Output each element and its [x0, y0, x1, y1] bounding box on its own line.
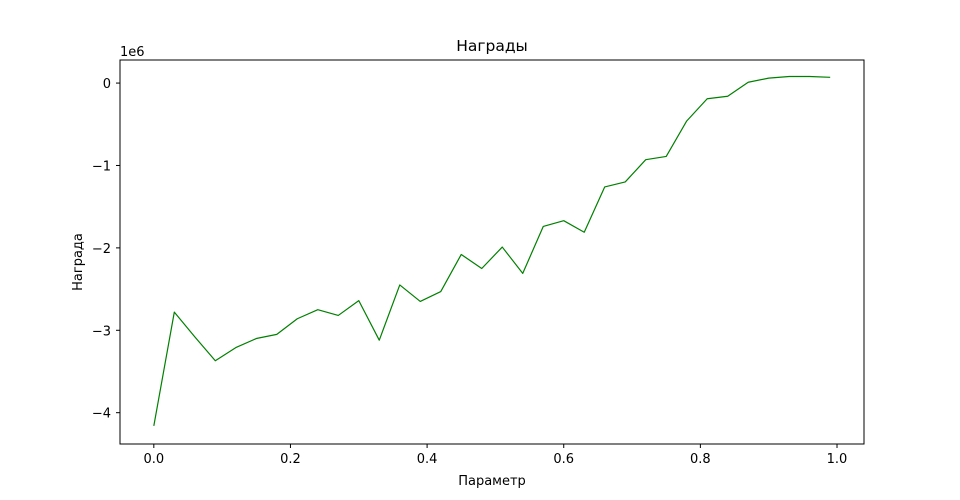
y-tick-label: −1 [92, 159, 111, 174]
y-tick-label: −2 [92, 242, 111, 257]
axes-frame [119, 59, 865, 445]
x-tick-label: 0.8 [690, 452, 711, 467]
x-tick-label: 0.0 [143, 452, 164, 467]
y-tick-label: −3 [92, 324, 111, 339]
x-tick-label: 0.2 [280, 452, 301, 467]
x-tick-label: 0.6 [553, 452, 574, 467]
series-line [153, 75, 831, 426]
y-tick-label: 0 [103, 77, 111, 92]
x-axis-label: Параметр [458, 474, 526, 489]
chart-title: Награды [456, 37, 528, 55]
y-tick-label: −4 [92, 407, 111, 422]
y-offset-label: 1e6 [120, 45, 145, 60]
plot-area: 0.0 0.2 0.4 0.6 0.8 1.0 0 −1 −2 −3 −4 [92, 59, 865, 467]
x-tick-label: 1.0 [827, 452, 848, 467]
y-axis-label: Награда [71, 233, 86, 291]
x-tick-label: 0.4 [417, 452, 438, 467]
